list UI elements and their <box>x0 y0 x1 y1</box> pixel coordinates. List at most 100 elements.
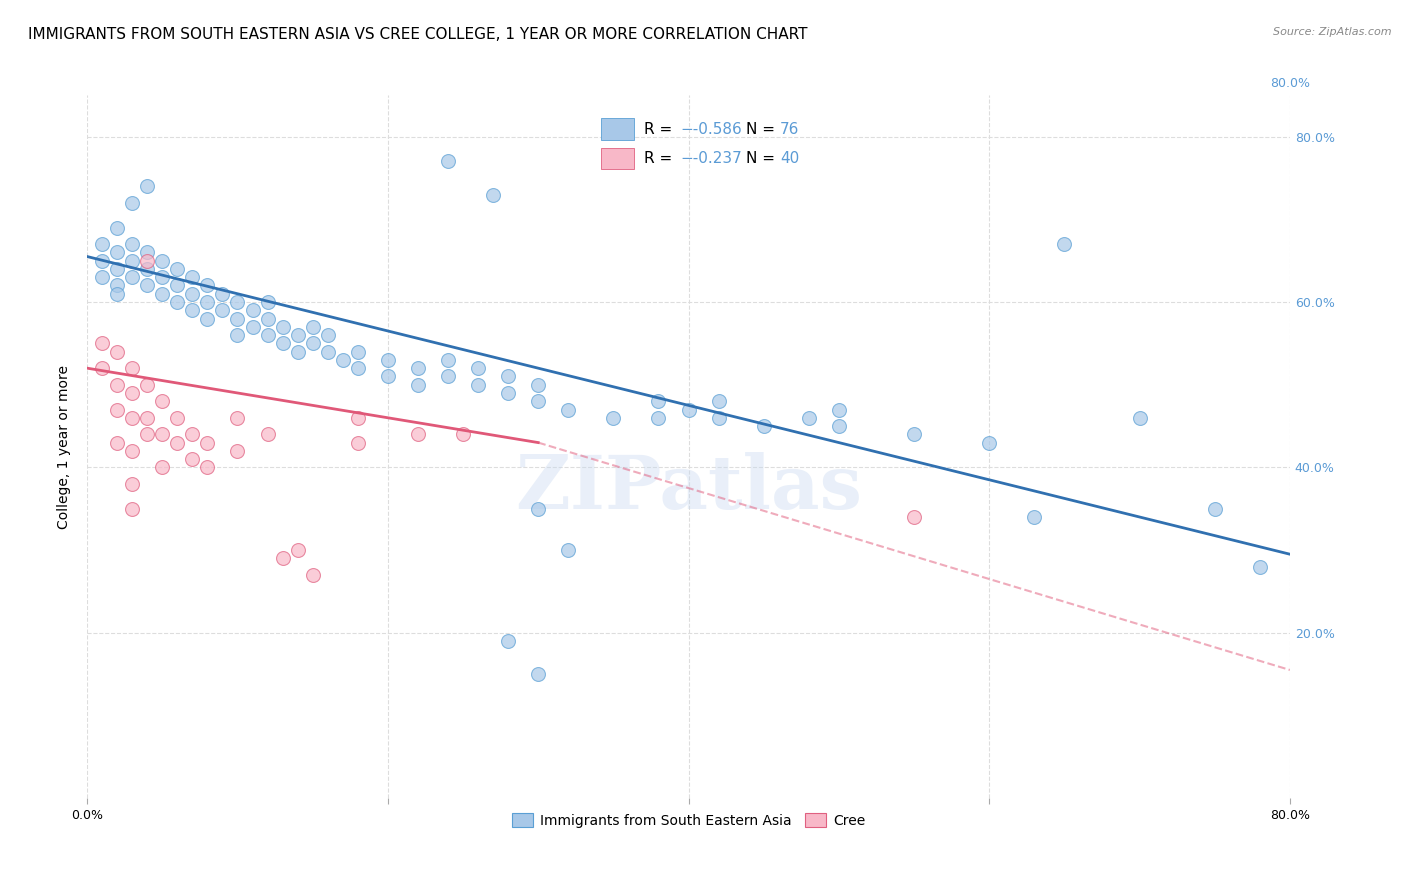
Point <box>707 410 730 425</box>
Text: N =: N = <box>747 151 780 166</box>
Point <box>136 245 159 260</box>
Point <box>197 311 219 326</box>
Point <box>527 377 550 392</box>
Point <box>226 443 249 458</box>
Point <box>136 377 159 392</box>
Point <box>105 220 128 235</box>
Point <box>527 501 550 516</box>
Point <box>136 427 159 442</box>
Legend: Immigrants from South Eastern Asia, Cree: Immigrants from South Eastern Asia, Cree <box>506 808 870 833</box>
Point <box>197 460 219 475</box>
Point <box>301 567 323 582</box>
Text: ZIPatlas: ZIPatlas <box>515 452 862 525</box>
Point <box>105 245 128 260</box>
Point <box>828 402 851 417</box>
Point <box>1053 237 1076 252</box>
Point <box>105 278 128 293</box>
Point <box>181 452 204 467</box>
Point <box>150 253 173 268</box>
Point <box>166 262 188 277</box>
Point <box>166 410 188 425</box>
Point <box>226 410 249 425</box>
Point <box>346 361 368 376</box>
Point <box>121 386 143 401</box>
Point <box>752 419 775 434</box>
Point <box>211 286 233 301</box>
Point <box>678 402 700 417</box>
FancyBboxPatch shape <box>600 119 634 139</box>
Point <box>226 328 249 343</box>
Point <box>437 352 460 367</box>
Point <box>150 394 173 409</box>
Point <box>377 369 399 384</box>
Point <box>301 336 323 351</box>
Point <box>105 402 128 417</box>
Point <box>197 278 219 293</box>
Point <box>256 328 278 343</box>
Point <box>105 377 128 392</box>
Point <box>150 270 173 285</box>
Point <box>256 295 278 310</box>
Point <box>256 311 278 326</box>
Point <box>406 377 429 392</box>
Text: R =: R = <box>644 151 678 166</box>
Point <box>437 154 460 169</box>
FancyBboxPatch shape <box>600 148 634 169</box>
Point <box>150 427 173 442</box>
Point <box>496 369 519 384</box>
Text: IMMIGRANTS FROM SOUTH EASTERN ASIA VS CREE COLLEGE, 1 YEAR OR MORE CORRELATION C: IMMIGRANTS FROM SOUTH EASTERN ASIA VS CR… <box>28 27 807 42</box>
Point <box>287 344 309 359</box>
Point <box>181 286 204 301</box>
Point <box>136 262 159 277</box>
Point <box>166 295 188 310</box>
Point <box>467 361 489 376</box>
Point <box>136 278 159 293</box>
Point <box>527 394 550 409</box>
Point <box>91 253 114 268</box>
Point <box>437 369 460 384</box>
Point <box>377 352 399 367</box>
Point <box>287 543 309 558</box>
Text: N =: N = <box>747 121 780 136</box>
Point <box>181 270 204 285</box>
Point <box>271 551 294 566</box>
Point <box>181 303 204 318</box>
Point <box>647 410 669 425</box>
Point <box>1128 410 1150 425</box>
Point <box>121 410 143 425</box>
Point <box>602 410 624 425</box>
Point <box>181 427 204 442</box>
Point <box>226 295 249 310</box>
Point <box>451 427 474 442</box>
Point <box>346 410 368 425</box>
Point <box>406 361 429 376</box>
Text: 40: 40 <box>780 151 799 166</box>
Point <box>121 443 143 458</box>
Point <box>121 361 143 376</box>
Point <box>647 394 669 409</box>
Point <box>346 435 368 450</box>
Point <box>105 286 128 301</box>
Point <box>271 319 294 334</box>
Point <box>482 187 505 202</box>
Point <box>256 427 278 442</box>
Point <box>105 262 128 277</box>
Point <box>979 435 1001 450</box>
Point <box>121 477 143 491</box>
Point <box>346 344 368 359</box>
Point <box>496 386 519 401</box>
Point <box>136 410 159 425</box>
Point <box>301 319 323 334</box>
Point <box>467 377 489 392</box>
Point <box>121 270 143 285</box>
Point <box>91 237 114 252</box>
Point <box>197 295 219 310</box>
Point <box>150 286 173 301</box>
Point <box>287 328 309 343</box>
Point <box>242 303 264 318</box>
Point <box>105 435 128 450</box>
Point <box>121 501 143 516</box>
Point <box>91 361 114 376</box>
Point <box>91 336 114 351</box>
Point <box>211 303 233 318</box>
